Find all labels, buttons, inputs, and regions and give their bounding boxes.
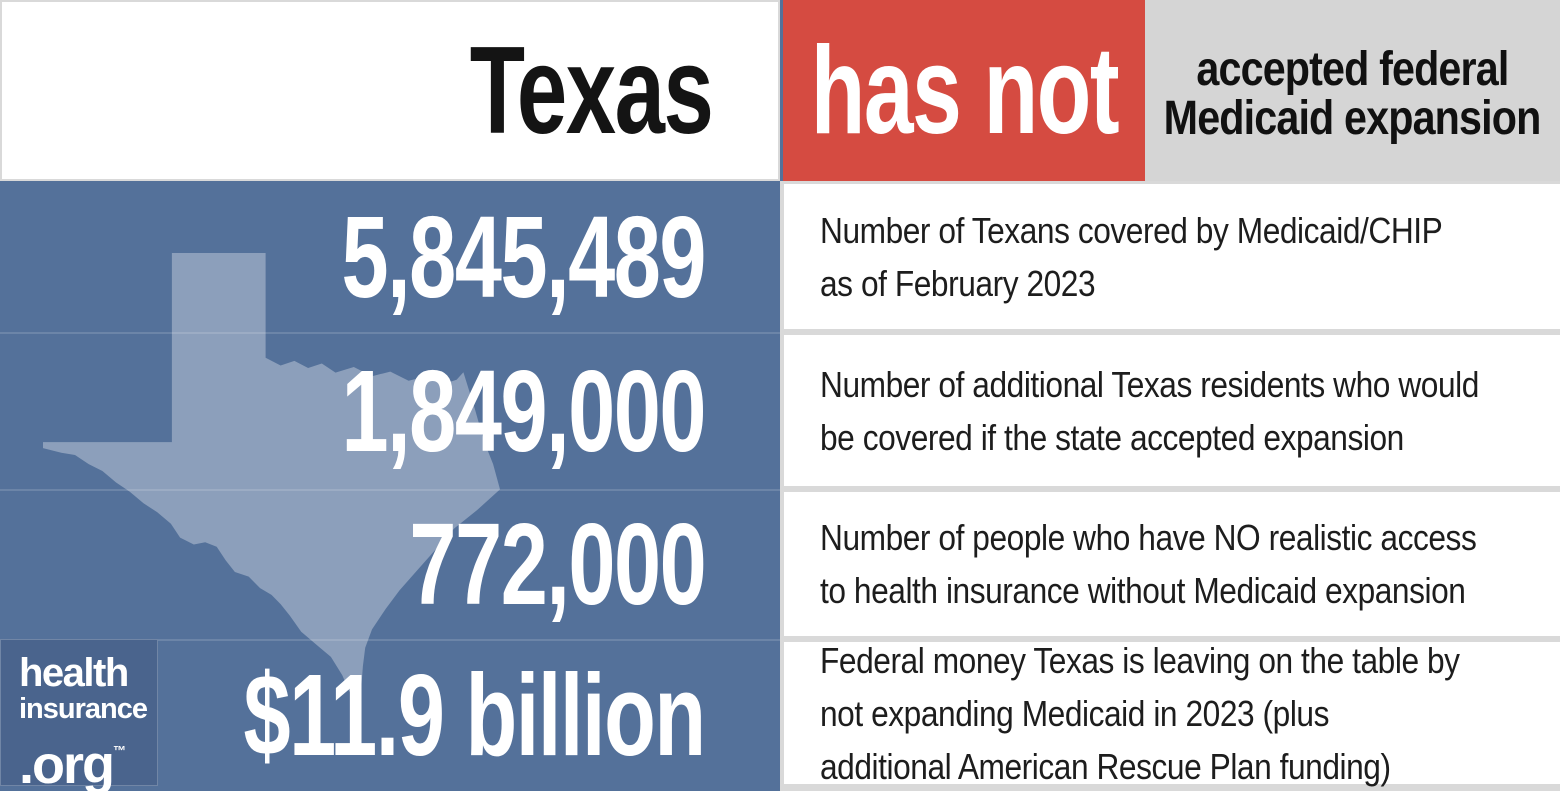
stat-row-1: 5,845,489 (0, 181, 706, 332)
logo-word-health: health (19, 651, 129, 695)
stats-panel: 5,845,489 1,849,000 772,000 $11.9 billio… (0, 181, 780, 791)
description-line: Number of people who have NO realistic a… (820, 517, 1477, 558)
description-card-4: Federal money Texas is leaving on the ta… (784, 640, 1560, 787)
panel-divider (0, 332, 780, 334)
descriptions-column: Number of Texans covered by Medicaid/CHI… (780, 181, 1560, 791)
subtitle-line-1: accepted federal (1196, 42, 1509, 96)
description-card-1: Number of Texans covered by Medicaid/CHI… (784, 184, 1560, 329)
stat-row-3: 772,000 (0, 489, 706, 639)
logo-word-insurance: insurance (19, 693, 148, 725)
texas-map-icon (43, 253, 500, 696)
description-line: Federal money Texas is leaving on the ta… (820, 639, 1460, 681)
stat-value-federal-money: $11.9 billion (243, 650, 707, 780)
stat-value-no-access: 772,000 (409, 499, 706, 629)
healthinsurance-org-logo: health insurance .org™ (0, 639, 158, 791)
status-text: has not (810, 21, 1119, 160)
header-state-box: Texas (0, 0, 780, 181)
description-line: Number of Texans covered by Medicaid/CHI… (820, 209, 1443, 251)
state-name: Texas (469, 21, 713, 160)
logo-word-org: .org™ (19, 735, 126, 791)
stat-value-medicaid-chip: 5,845,489 (341, 191, 706, 322)
panel-divider (0, 639, 780, 641)
stat-value-additional-covered: 1,849,000 (341, 345, 706, 476)
description-card-3: Number of people who have NO realistic a… (784, 492, 1560, 636)
description-line: not expanding Medicaid in 2023 (plus (820, 692, 1330, 734)
header-status-box: has not (780, 0, 1145, 181)
panel-divider (0, 489, 780, 491)
description-line: Number of additional Texas residents who… (820, 363, 1479, 405)
header-subtitle-box: accepted federal Medicaid expansion (1145, 0, 1560, 181)
stat-row-4: $11.9 billion (0, 639, 707, 791)
description-line: as of February 2023 (820, 262, 1096, 304)
trademark-symbol: ™ (113, 743, 126, 758)
subtitle-line-2: Medicaid expansion (1164, 91, 1542, 145)
description-line: additional American Rescue Plan funding) (820, 745, 1391, 787)
stat-row-2: 1,849,000 (0, 332, 706, 489)
description-line: be covered if the state accepted expansi… (820, 416, 1404, 458)
description-line: to health insurance without Medicaid exp… (820, 570, 1466, 611)
description-card-2: Number of additional Texas residents who… (784, 335, 1560, 486)
